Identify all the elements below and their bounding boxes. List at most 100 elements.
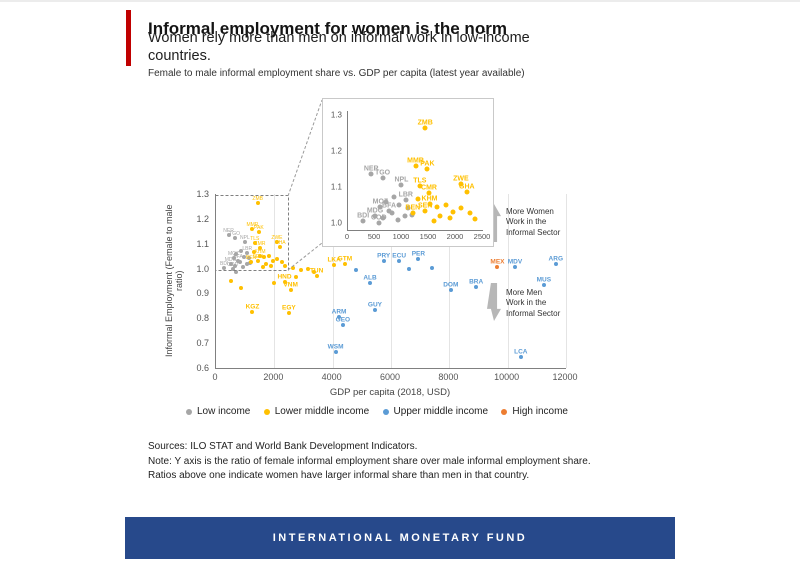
data-point [464, 189, 470, 195]
legend-item-upper-middle-income: Upper middle income [382, 406, 489, 417]
page-title: Informal employment for women is the nor… [148, 19, 507, 39]
point-label: BEN [405, 204, 421, 212]
point-label: DOM [443, 281, 459, 289]
legend-label-upper-middle-income: Upper middle income [393, 406, 489, 417]
data-point [250, 310, 255, 315]
point-label: NER [363, 165, 379, 173]
gridline [391, 194, 392, 368]
inset-y-tick-label: 1.2 [330, 146, 342, 156]
point-label: KHM [421, 195, 438, 203]
gridline [274, 194, 276, 368]
x-tick-label: 2000 [263, 372, 284, 382]
data-point [260, 265, 265, 270]
legend-dot-low-income-icon [186, 408, 192, 415]
inset-y-tick-label: 1.1 [330, 182, 342, 192]
data-point [377, 204, 383, 210]
data-point [360, 218, 366, 224]
point-label: GHA [459, 183, 475, 191]
legend-dot-high-income-icon [501, 408, 508, 415]
imf-footer-bar: INTERNATIONAL MONETARY FUND [125, 517, 675, 559]
point-label: BEN [245, 254, 257, 261]
data-point [448, 287, 453, 292]
data-point [410, 210, 416, 216]
legend-label-lower-middle-income: Lower middle income [274, 406, 370, 417]
legend: Low income Lower middle income Upper mid… [186, 406, 568, 417]
point-label: BFA [382, 202, 397, 210]
data-point [298, 268, 303, 273]
data-point [282, 280, 287, 285]
y-tick-label: 1.1 [196, 238, 209, 249]
point-label: MOZ [372, 198, 389, 206]
legend-label-low-income: Low income [197, 406, 251, 417]
y-tick-label: 1.3 [196, 189, 209, 199]
data-point [279, 259, 284, 264]
sources-note-block: Sources: ILO STAT and World Bank Develop… [148, 440, 608, 484]
point-label: MEX [490, 258, 505, 266]
point-label: GEO [335, 316, 351, 324]
data-point [495, 265, 500, 270]
chart-caption: Female to male informal employment share… [148, 68, 525, 79]
data-point [541, 282, 546, 287]
data-point [354, 267, 358, 272]
note-line: Note: Y axis is the ratio of female info… [148, 455, 591, 482]
data-point [272, 281, 277, 286]
data-point [267, 254, 272, 259]
sources-line: Sources: ILO STAT and World Bank Develop… [148, 441, 418, 452]
point-label: TGO [229, 230, 241, 237]
point-label: BRA [469, 278, 484, 286]
data-point [342, 261, 347, 266]
data-point [437, 213, 443, 219]
data-point [415, 196, 421, 202]
data-point [417, 183, 423, 189]
inset-x-tick-label: 1500 [419, 232, 437, 241]
point-label: SEN [418, 202, 433, 210]
y-axis-title: Informal Employment (Female to male rati… [164, 204, 184, 358]
point-label: EGY [282, 304, 296, 312]
data-point [422, 208, 428, 214]
y-axis-ticks: 0.6 0.7 0.8 0.9 1.0 1.1 1.2 1.3 [186, 189, 212, 373]
x-tick-label: 0 [212, 372, 218, 382]
data-point [403, 197, 409, 203]
data-point [429, 266, 434, 271]
point-label: CMR [421, 184, 437, 192]
point-label: GHA [274, 240, 286, 247]
inset-x-tick-label: 2000 [446, 232, 464, 241]
point-label: TUN [309, 267, 324, 275]
point-label: TLS [413, 177, 427, 185]
point-label: GTM [337, 255, 353, 263]
data-point [424, 166, 430, 172]
inset-y-axis-ticks: 1.0 1.1 1.2 1.3 [323, 110, 345, 230]
data-point [305, 266, 310, 271]
point-label: MUS [536, 276, 552, 284]
point-label: ARG [548, 255, 564, 263]
data-point [333, 349, 338, 354]
data-point [427, 201, 433, 207]
data-point [311, 269, 316, 274]
data-point [376, 220, 382, 226]
data-point [239, 248, 244, 253]
x-axis-title: GDP per capita (2018, USD) [329, 387, 451, 398]
data-point [391, 194, 397, 200]
inset-y-tick-label: 1.0 [330, 218, 342, 228]
x-axis-ticks: 0 2000 4000 6000 8000 10000 12000 [212, 372, 577, 384]
point-label: NPL [240, 235, 250, 242]
data-point [381, 259, 386, 264]
data-point [270, 259, 275, 264]
data-point [380, 175, 386, 181]
point-label: BDI [357, 212, 370, 220]
data-point [398, 182, 404, 188]
inset-plot-area: NER TGO NPL LBR MOZ BFA MDG BDI COD ZMB MMR PAK TLS Z… [347, 111, 483, 231]
legend-dot-upper-middle-income-icon [382, 408, 389, 415]
inset-x-tick-label: 500 [367, 232, 381, 241]
data-point [402, 213, 408, 219]
data-point [291, 265, 296, 270]
data-point [395, 217, 401, 223]
data-point [368, 281, 372, 286]
point-label: LBR [242, 245, 253, 252]
x-tick-label: 6000 [379, 372, 401, 382]
data-point [282, 264, 287, 269]
data-point [286, 311, 291, 316]
imf-footer-text: INTERNATIONAL MONETARY FUND [272, 532, 528, 544]
inset-x-axis-ticks: 0 500 1000 1500 2000 2500 [345, 232, 490, 242]
point-label: ZWE [453, 175, 469, 183]
